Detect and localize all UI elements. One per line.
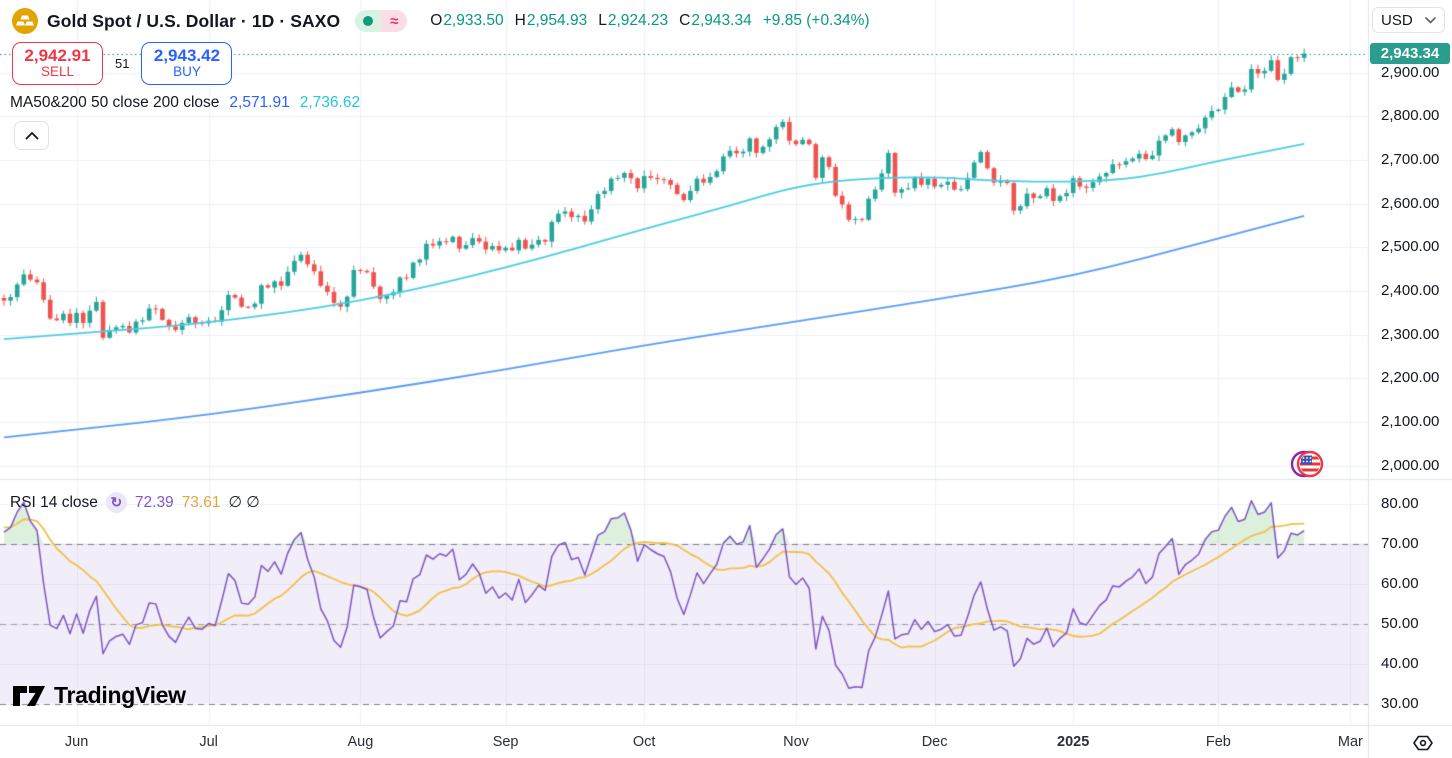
time-axis-label: Oct [632,734,656,750]
price-axis-label: 2,600.00 [1381,194,1440,212]
ohlc-item: O 2,933.50 [430,12,504,29]
buy-label: BUY [173,64,201,80]
delayed-data-icon: ≈ [381,10,408,32]
time-axis-label: Feb [1205,734,1231,750]
chevron-up-icon [25,131,38,140]
tradingview-logo[interactable]: TradingView [12,682,186,709]
tradingview-mark-icon [13,685,45,706]
spread-value: 51 [115,56,130,71]
rsi-value: 72.39 [134,493,174,511]
sell-button[interactable]: 2,942.91 SELL [12,42,103,85]
ohlc-item: H 2,954.93 [514,12,588,29]
time-axis-label: Jun [64,734,89,750]
ma200-value: 2,571.91 [229,94,290,111]
market-status-badge[interactable]: ≈ [355,10,408,32]
time-axis-label: Jul [199,734,218,750]
rsi-axis-label: 80.00 [1381,494,1419,512]
rsi-legend-title: RSI 14 close [10,493,98,511]
price-axis-label: 2,200.00 [1381,369,1440,387]
trade-panel: 2,942.91 SELL 51 2,943.42 BUY [12,42,233,85]
ma-legend-title: MA50&200 50 close 200 close [10,94,220,111]
price-axis-label: 2,400.00 [1381,282,1440,299]
symbol-title[interactable]: Gold Spot / U.S. Dollar · 1D · SAXO [47,10,341,31]
rsi-axis-label: 50.00 [1381,614,1419,632]
time-axis-label: Mar [1337,734,1363,750]
gold-symbol-icon [12,8,38,34]
price-axis-label: 2,000.00 [1381,456,1440,474]
rsi-axis-label: 70.00 [1381,534,1419,552]
ma50-value: 2,736.62 [299,94,361,111]
rsi-axis-label: 30.00 [1381,694,1419,712]
time-axis-label: 2025 [1057,734,1090,750]
time-axis-label: Aug [347,734,374,750]
price-axis-label: 2,300.00 [1381,325,1440,343]
us-economic-event-icon[interactable] [1290,448,1326,480]
rsi-axis-label: 60.00 [1381,574,1419,592]
chevron-down-icon [1425,16,1436,24]
current-price-badge: 2,943.34 [1370,43,1450,65]
tradingview-logo-text: TradingView [54,682,186,708]
time-axis[interactable]: Jun Jul Aug Sep Oct Nov Dec 2025 Feb Mar [0,726,1452,758]
ohlc-item: L 2,924.23 [598,12,669,29]
buy-price: 2,943.42 [153,45,221,65]
ohlc-change: +9.85 (+0.34%) [762,12,870,29]
currency-label: USD [1381,11,1413,29]
time-axis-label: Dec [921,734,948,750]
price-axis-label: 2,900.00 [1381,63,1440,81]
rsi-axis-label: 40.00 [1381,654,1419,672]
rsi-ma-value: 73.61 [181,493,221,511]
price-axis-label: 2,100.00 [1381,413,1440,431]
time-axis-label: Nov [783,734,809,750]
rsi-hidden-inputs: ∅ ∅ [228,494,260,511]
tracking-mode-icon[interactable] [1405,731,1441,755]
currency-selector[interactable]: USD [1372,7,1445,33]
collapse-legend-button[interactable] [14,121,49,150]
market-open-dot-icon [355,10,382,32]
price-axis-label: 2,800.00 [1381,107,1440,125]
ma-indicator-legend[interactable]: MA50&200 50 close 200 close 2,571.91 2,7… [10,94,360,112]
time-axis-label: Sep [492,734,519,750]
ohlc-readout: O 2,933.50 H 2,954.93 L 2,924.23 C 2,943.34 +9.8… [430,12,869,30]
price-axis-label: 2,500.00 [1381,238,1440,256]
ohlc-item: C 2,943.34 [679,12,752,29]
refresh-circle-icon[interactable]: ↻ [105,492,127,513]
buy-button[interactable]: 2,943.42 BUY [141,42,233,85]
sell-label: SELL [40,64,75,80]
price-axis-label: 2,700.00 [1381,150,1440,168]
rsi-indicator-legend[interactable]: RSI 14 close ↻ 72.39 73.61 ∅ ∅ [10,492,260,513]
sell-price: 2,942.91 [24,45,91,65]
